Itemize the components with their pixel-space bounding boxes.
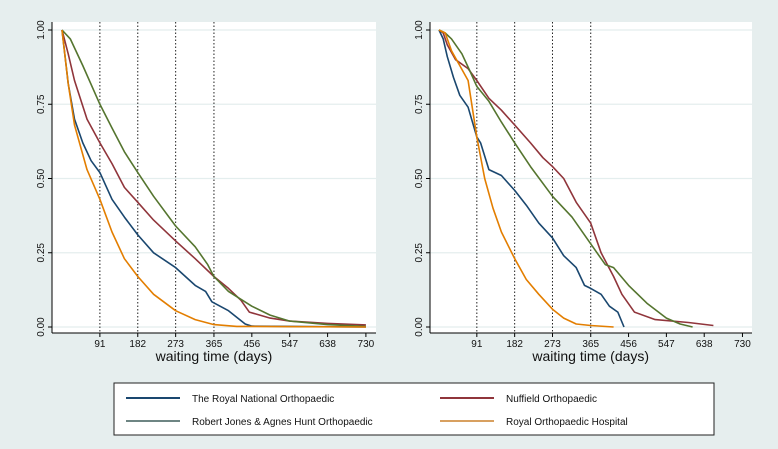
series-line-royal-orthopaedic-hospital bbox=[438, 29, 614, 328]
y-tick-label: 0.00 bbox=[414, 317, 425, 337]
y-tick-label: 0.00 bbox=[36, 317, 47, 337]
x-tick-label: 365 bbox=[582, 339, 599, 350]
panel-left: 0.00 0.25 0.50 0.75 1.00 91 182 273 365 456 547 638… bbox=[36, 20, 376, 364]
y-tick-label: 1.00 bbox=[414, 20, 425, 40]
series-line-the-royal-national-orthopaedic bbox=[61, 29, 366, 328]
x-tick-label: 638 bbox=[319, 339, 336, 350]
series-line-nuffield-orthopaedic bbox=[438, 29, 714, 327]
x-axis-label: waiting time (days) bbox=[531, 348, 649, 364]
legend-label-3: Royal Orthopaedic Hospital bbox=[506, 417, 628, 428]
x-tick-label: 91 bbox=[94, 339, 106, 350]
legend-label-2: Robert Jones & Agnes Hunt Orthopaedic bbox=[192, 417, 373, 428]
y-tick-label: 0.75 bbox=[36, 94, 47, 114]
legend: The Royal National Orthopaedic Nuffield … bbox=[113, 382, 715, 436]
series-line-the-royal-national-orthopaedic bbox=[438, 29, 625, 328]
series-line-royal-orthopaedic-hospital bbox=[61, 29, 366, 328]
y-tick-label: 0.50 bbox=[36, 168, 47, 188]
x-tick-label: 547 bbox=[281, 339, 298, 350]
x-tick-label: 456 bbox=[243, 339, 260, 350]
x-tick-label: 730 bbox=[734, 339, 751, 350]
x-tick-label: 456 bbox=[620, 339, 637, 350]
legend-box bbox=[113, 382, 715, 436]
x-tick-label: 91 bbox=[471, 339, 483, 350]
x-tick-label: 273 bbox=[544, 339, 561, 350]
y-tick-label: 0.75 bbox=[414, 94, 425, 114]
legend-label-1: Nuffield Orthopaedic bbox=[506, 394, 597, 405]
y-tick-label: 0.25 bbox=[414, 243, 425, 263]
legend-label-0: The Royal National Orthopaedic bbox=[192, 394, 334, 405]
x-tick-label: 638 bbox=[696, 339, 713, 350]
x-tick-label: 182 bbox=[506, 339, 523, 350]
x-tick-label: 182 bbox=[129, 339, 146, 350]
x-tick-label: 365 bbox=[206, 339, 223, 350]
series-line-nuffield-orthopaedic bbox=[61, 29, 366, 326]
series-line-robert-jones-agnes-hunt-orthopaedic bbox=[61, 29, 366, 328]
x-axis-label: waiting time (days) bbox=[155, 348, 273, 364]
y-tick-label: 0.50 bbox=[414, 168, 425, 188]
x-tick-label: 730 bbox=[358, 339, 375, 350]
x-tick-label: 547 bbox=[658, 339, 675, 350]
y-tick-label: 1.00 bbox=[36, 20, 47, 40]
panel-right: 0.00 0.25 0.50 0.75 1.00 91 182 273 365 456 547 638… bbox=[414, 20, 752, 364]
series-line-robert-jones-agnes-hunt-orthopaedic bbox=[438, 29, 693, 328]
x-tick-label: 273 bbox=[167, 339, 184, 350]
y-tick-label: 0.25 bbox=[36, 243, 47, 263]
